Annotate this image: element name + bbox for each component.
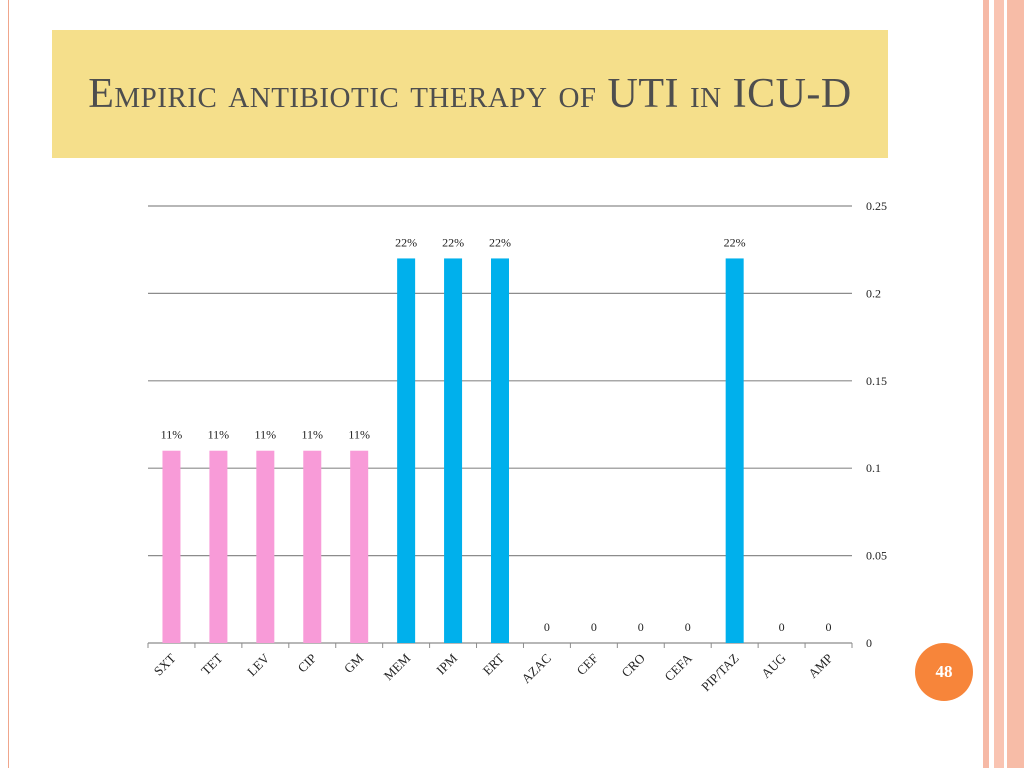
x-tick-label: AUG — [758, 651, 789, 682]
y-tick-label: 0.15 — [866, 374, 887, 388]
x-axis-ticks: SXT TET LEV CIP GM MEM IPM ERT AZAC CEF CRO CEFA PIP… — [147, 643, 853, 694]
y-tick-label: 0.2 — [866, 286, 881, 300]
data-label: 11% — [161, 428, 183, 442]
data-label: 22% — [724, 235, 746, 249]
page-number-badge: 48 — [915, 643, 973, 701]
data-label: 0 — [685, 620, 691, 634]
bar-ert — [491, 258, 509, 643]
bar-mem — [397, 258, 416, 643]
data-labels: 11% 11% 11% 11% 11% 22% 22% 22% 0 0 0 0 22% 0 0 — [161, 235, 832, 634]
page-number: 48 — [935, 662, 953, 681]
x-tick-label: GM — [341, 650, 367, 676]
data-label: 0 — [826, 620, 832, 634]
data-label: 0 — [779, 620, 785, 634]
bar-ipm — [444, 258, 463, 643]
data-label: 22% — [395, 235, 417, 249]
x-tick-label: CEFA — [661, 650, 695, 684]
x-tick-label: AZAC — [518, 651, 554, 687]
x-tick-label: LEV — [244, 650, 273, 679]
data-label: 22% — [442, 235, 464, 249]
bar-sxt — [162, 450, 181, 643]
bar-cip — [303, 450, 322, 643]
left-frame-line — [8, 0, 9, 768]
bar-tet — [209, 450, 228, 643]
y-axis-ticks: 0 0.05 0.1 0.15 0.2 0.25 — [866, 199, 887, 650]
x-tick-label: PIP/TAZ — [698, 650, 742, 694]
data-label: 0 — [591, 620, 597, 634]
data-label: 11% — [255, 428, 277, 442]
data-label: 11% — [348, 428, 370, 442]
y-tick-label: 0.05 — [866, 549, 887, 563]
y-tick-label: 0.1 — [866, 461, 881, 475]
data-label: 0 — [544, 620, 550, 634]
y-tick-label: 0.25 — [866, 199, 887, 213]
bar-lev — [256, 450, 275, 643]
bar-gm — [350, 450, 369, 643]
data-label: 22% — [489, 235, 511, 249]
x-tick-label: ERT — [480, 650, 507, 677]
x-tick-label: CIP — [294, 651, 319, 676]
data-label: 0 — [638, 620, 644, 634]
x-tick-label: CRO — [618, 651, 648, 681]
x-tick-label: IPM — [433, 650, 460, 677]
x-tick-label: CEF — [574, 651, 601, 678]
slide-title: Empiric antibiotic therapy of UTI in ICU… — [88, 71, 852, 117]
data-label: 11% — [208, 428, 230, 442]
x-tick-label: MEM — [381, 650, 414, 683]
x-tick-label: SXT — [151, 650, 179, 678]
title-banner: Empiric antibiotic therapy of UTI in ICU… — [52, 30, 888, 158]
y-tick-label: 0 — [866, 636, 872, 650]
x-tick-label: TET — [198, 650, 225, 677]
x-tick-label: AMP — [805, 651, 836, 682]
data-label: 11% — [301, 428, 323, 442]
right-frame-stripes — [980, 0, 1024, 768]
bars — [162, 258, 744, 643]
bar-pip-taz — [725, 258, 744, 643]
